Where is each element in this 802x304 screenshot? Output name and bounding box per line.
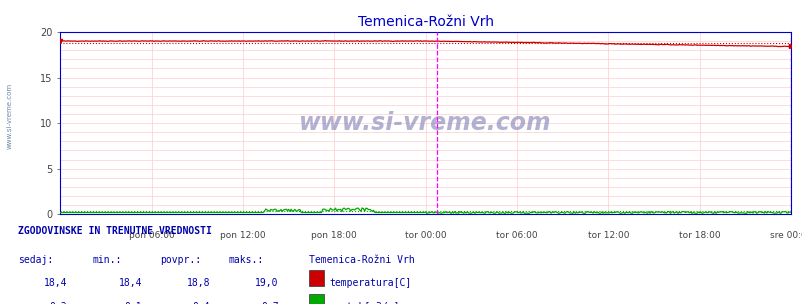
Text: 0,7: 0,7 [261,302,278,304]
Text: 0,3: 0,3 [50,302,67,304]
Text: sre 00:00: sre 00:00 [769,231,802,240]
Text: 0,1: 0,1 [124,302,142,304]
Text: pretok[m3/s]: pretok[m3/s] [329,302,399,304]
Text: min.:: min.: [92,255,122,265]
Text: pon 06:00: pon 06:00 [128,231,174,240]
Text: tor 00:00: tor 00:00 [404,231,446,240]
Text: 19,0: 19,0 [255,278,278,288]
Text: sedaj:: sedaj: [18,255,53,265]
Text: www.si-vreme.com: www.si-vreme.com [6,82,13,149]
Text: tor 06:00: tor 06:00 [496,231,537,240]
Bar [309,294,323,304]
Text: 0,4: 0,4 [192,302,210,304]
Text: www.si-vreme.com: www.si-vreme.com [299,111,551,135]
Text: pon 18:00: pon 18:00 [311,231,357,240]
Text: 18,4: 18,4 [44,278,67,288]
Text: tor 12:00: tor 12:00 [587,231,628,240]
Text: temperatura[C]: temperatura[C] [329,278,411,288]
Text: 18,4: 18,4 [119,278,142,288]
Text: pon 12:00: pon 12:00 [220,231,265,240]
Title: Temenica-Rožni Vrh: Temenica-Rožni Vrh [357,16,493,29]
Text: povpr.:: povpr.: [160,255,201,265]
Text: maks.:: maks.: [229,255,264,265]
Bar [309,270,323,286]
Text: ZGODOVINSKE IN TRENUTNE VREDNOSTI: ZGODOVINSKE IN TRENUTNE VREDNOSTI [18,226,211,236]
Text: 18,8: 18,8 [187,278,210,288]
Text: tor 18:00: tor 18:00 [678,231,719,240]
Text: Temenica-Rožni Vrh: Temenica-Rožni Vrh [309,255,415,265]
